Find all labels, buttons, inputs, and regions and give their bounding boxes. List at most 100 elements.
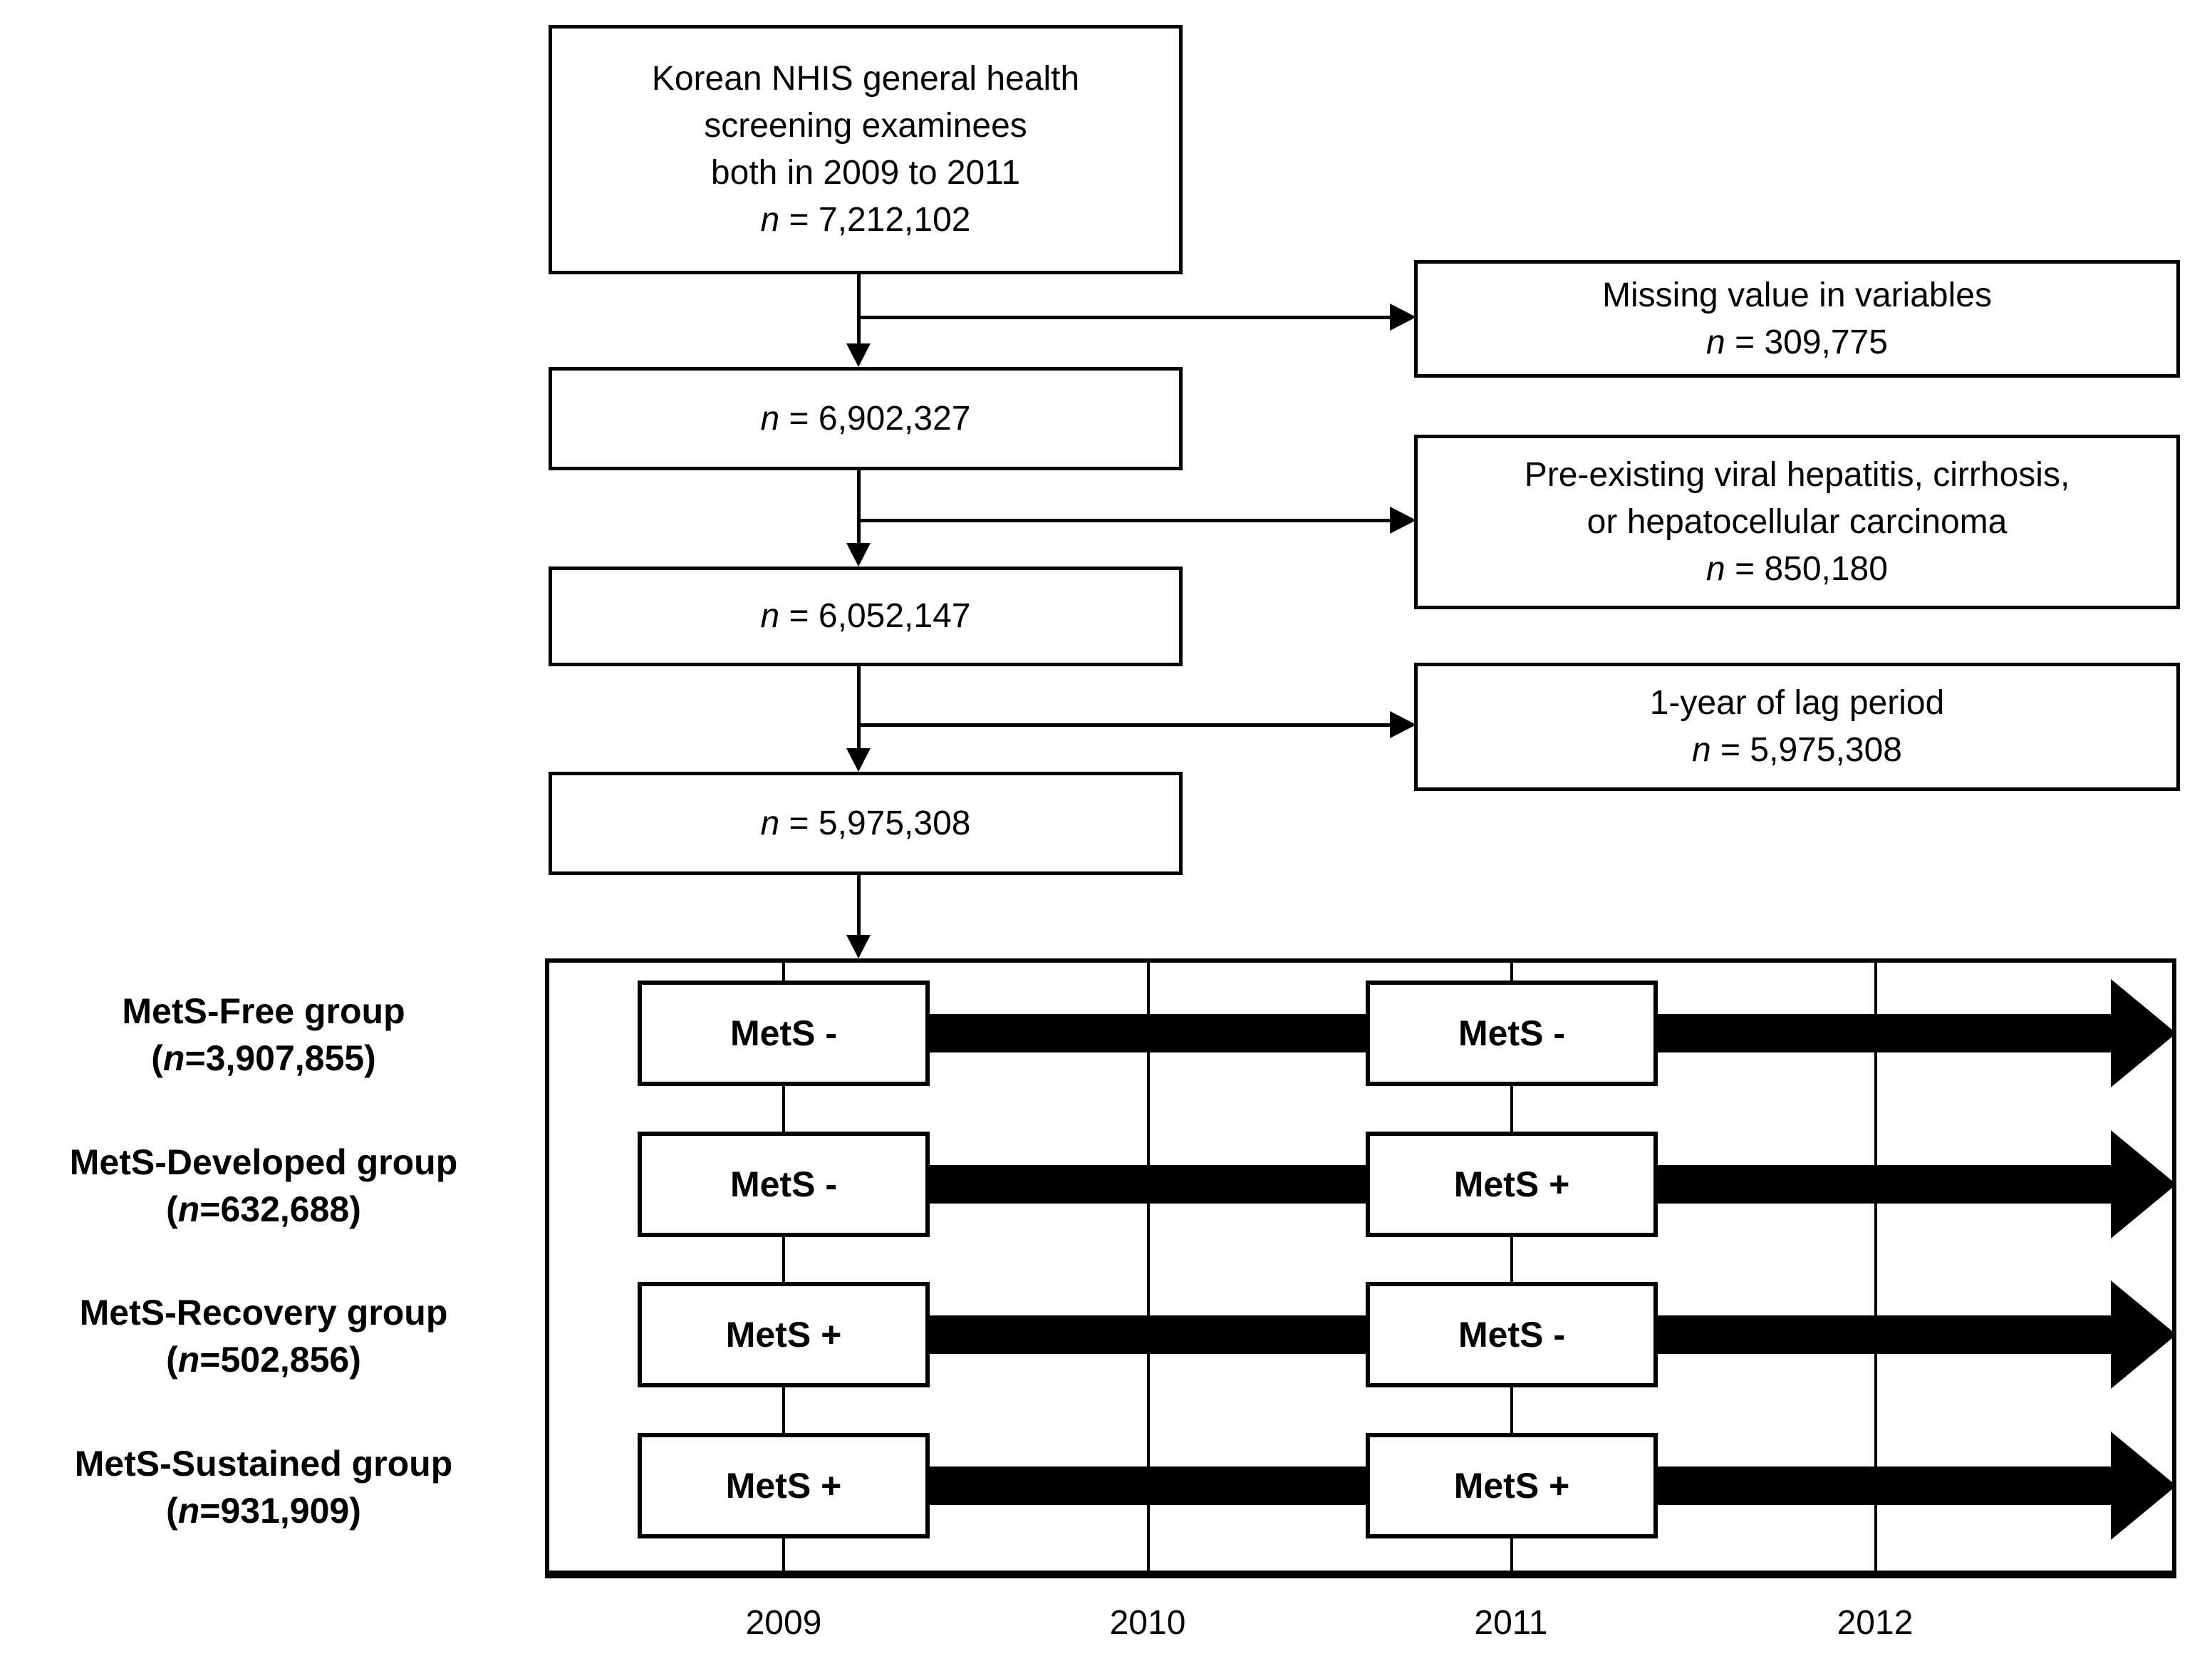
group1-count: (n=3,907,855) [151,1035,376,1082]
status-row1-2011-label: MetS - [1458,1013,1565,1053]
group4-n-italic: n [177,1491,200,1531]
year-label-2009: 2009 [745,1604,822,1642]
trajectory-arrowhead-row3-icon [2111,1281,2176,1389]
group3-name: MetS-Recovery group [79,1293,448,1333]
year-label-2011: 2011 [1474,1604,1548,1642]
group1-paren: ( [151,1038,163,1078]
group3-count: (n=502,856) [166,1336,361,1383]
flow1-n: n = 6,902,327 [761,395,971,443]
exclusion-box-2: Pre-existing viral hepatitis, cirrhosis,… [1414,435,2180,609]
eligibility-line-2: screening examinees [704,107,1027,145]
connector-branch-exclusion1 [858,316,1391,319]
status-row4-2011-label: MetS + [1453,1466,1570,1506]
eligibility-n-italic: n [760,201,780,239]
flow2-n-italic: n [760,597,780,635]
exclusion3-n-value: = 5,975,308 [1710,731,1902,769]
group-label-mets-recovery: MetS-Recovery group (n=502,856) [14,1289,513,1383]
status-box-row3-2011: MetS - [1366,1282,1658,1387]
exclusion3-line-1: 1-year of lag period [1649,684,1945,722]
flow1-n-value: = 6,902,327 [779,399,971,438]
group2-paren: ( [166,1189,178,1229]
gridline-2009 [782,963,785,1571]
arrowhead-right-exclusion2-icon [1390,507,1416,534]
exclusion1-line-1: Missing value in variables [1602,276,1992,314]
group2-n-italic: n [177,1189,200,1229]
status-box-row1-2011: MetS - [1366,981,1658,1086]
group4-name: MetS-Sustained group [74,1444,453,1484]
arrowhead-down-flow1-icon [846,343,871,367]
status-row2-2009-label: MetS - [730,1164,837,1204]
arrowhead-down-flow3-icon [846,748,871,772]
gridline-2011 [1510,963,1513,1571]
status-row4-2009-label: MetS + [725,1466,842,1506]
exclusion2-line-2: or hepatocellular carcinoma [1587,502,2008,541]
group2-count: (n=632,688) [166,1186,361,1233]
year-label-2012: 2012 [1837,1604,1914,1642]
group4-count: (n=931,909) [166,1487,361,1534]
group2-n-value: =632,688) [199,1189,361,1229]
connector-flow1-to-flow2 [857,470,861,556]
group-label-mets-sustained: MetS-Sustained group (n=931,909) [14,1440,513,1534]
connector-branch-exclusion3 [858,723,1391,727]
exclusion2-n-value: = 850,180 [1725,549,1888,588]
arrowhead-down-timeline-icon [846,935,871,958]
group4-paren: ( [166,1491,178,1531]
gridline-2012 [1874,963,1877,1571]
exclusion2-n: n = 850,180 [1706,546,1888,593]
group-label-mets-developed: MetS-Developed group (n=632,688) [14,1139,513,1233]
group1-n-italic: n [162,1038,185,1078]
exclusion3-n: n = 5,975,308 [1692,727,1902,774]
exclusion1-n: n = 309,775 [1706,319,1888,366]
group3-n-value: =502,856) [199,1340,361,1380]
exclusion1-n-italic: n [1706,323,1725,361]
trajectory-arrowhead-row1-icon [2111,979,2176,1087]
eligibility-box: Korean NHIS general health screening exa… [549,25,1183,274]
flow-box-3: n = 5,975,308 [549,772,1183,875]
status-row3-2011-label: MetS - [1458,1315,1565,1355]
flow-box-1: n = 6,902,327 [549,367,1183,470]
status-box-row4-2009: MetS + [638,1433,930,1538]
group2-name: MetS-Developed group [69,1142,458,1182]
flow3-n-italic: n [760,804,780,842]
status-box-row2-2011: MetS + [1366,1132,1658,1237]
eligibility-line-1: Korean NHIS general health [651,60,1080,98]
group3-paren: ( [166,1340,178,1380]
group3-n-italic: n [177,1340,200,1380]
exclusion2-n-italic: n [1706,549,1725,588]
status-row3-2009-label: MetS + [725,1315,842,1355]
eligibility-n: n = 7,212,102 [761,197,971,244]
status-box-row4-2011: MetS + [1366,1433,1658,1538]
status-box-row2-2009: MetS - [638,1132,930,1237]
group1-n-value: =3,907,855) [185,1038,376,1078]
group-label-mets-free: MetS-Free group (n=3,907,855) [14,988,513,1082]
arrowhead-right-exclusion1-icon [1390,304,1416,331]
connector-branch-exclusion2 [858,519,1391,522]
year-label-2010: 2010 [1109,1604,1186,1642]
connector-title-to-flow1 [857,274,861,356]
exclusion3-n-italic: n [1692,731,1711,769]
arrowhead-right-exclusion3-icon [1390,711,1416,738]
connector-flow2-to-flow3 [857,666,861,752]
flow2-n: n = 6,052,147 [761,593,971,640]
flow-box-2: n = 6,052,147 [549,567,1183,666]
status-row1-2009-label: MetS - [730,1013,837,1053]
eligibility-line-3: both in 2009 to 2011 [710,154,1021,192]
status-row2-2011-label: MetS + [1453,1164,1570,1204]
exclusion2-line-1: Pre-existing viral hepatitis, cirrhosis, [1524,455,2070,494]
flow3-n-value: = 5,975,308 [779,804,971,842]
flow3-n: n = 5,975,308 [761,800,971,847]
gridline-2010 [1147,963,1150,1571]
status-box-row1-2009: MetS - [638,981,930,1086]
eligibility-n-value: = 7,212,102 [779,201,971,239]
exclusion1-n-value: = 309,775 [1725,323,1888,361]
exclusion-box-1: Missing value in variables n = 309,775 [1414,260,2180,378]
flow1-n-italic: n [760,399,780,438]
group1-name: MetS-Free group [122,991,405,1031]
status-box-row3-2009: MetS + [638,1282,930,1387]
trajectory-arrowhead-row4-icon [2111,1432,2176,1540]
connector-flow3-to-timeline [857,875,861,939]
group4-n-value: =931,909) [199,1491,361,1531]
exclusion-box-3: 1-year of lag period n = 5,975,308 [1414,663,2180,791]
flow2-n-value: = 6,052,147 [779,597,971,635]
